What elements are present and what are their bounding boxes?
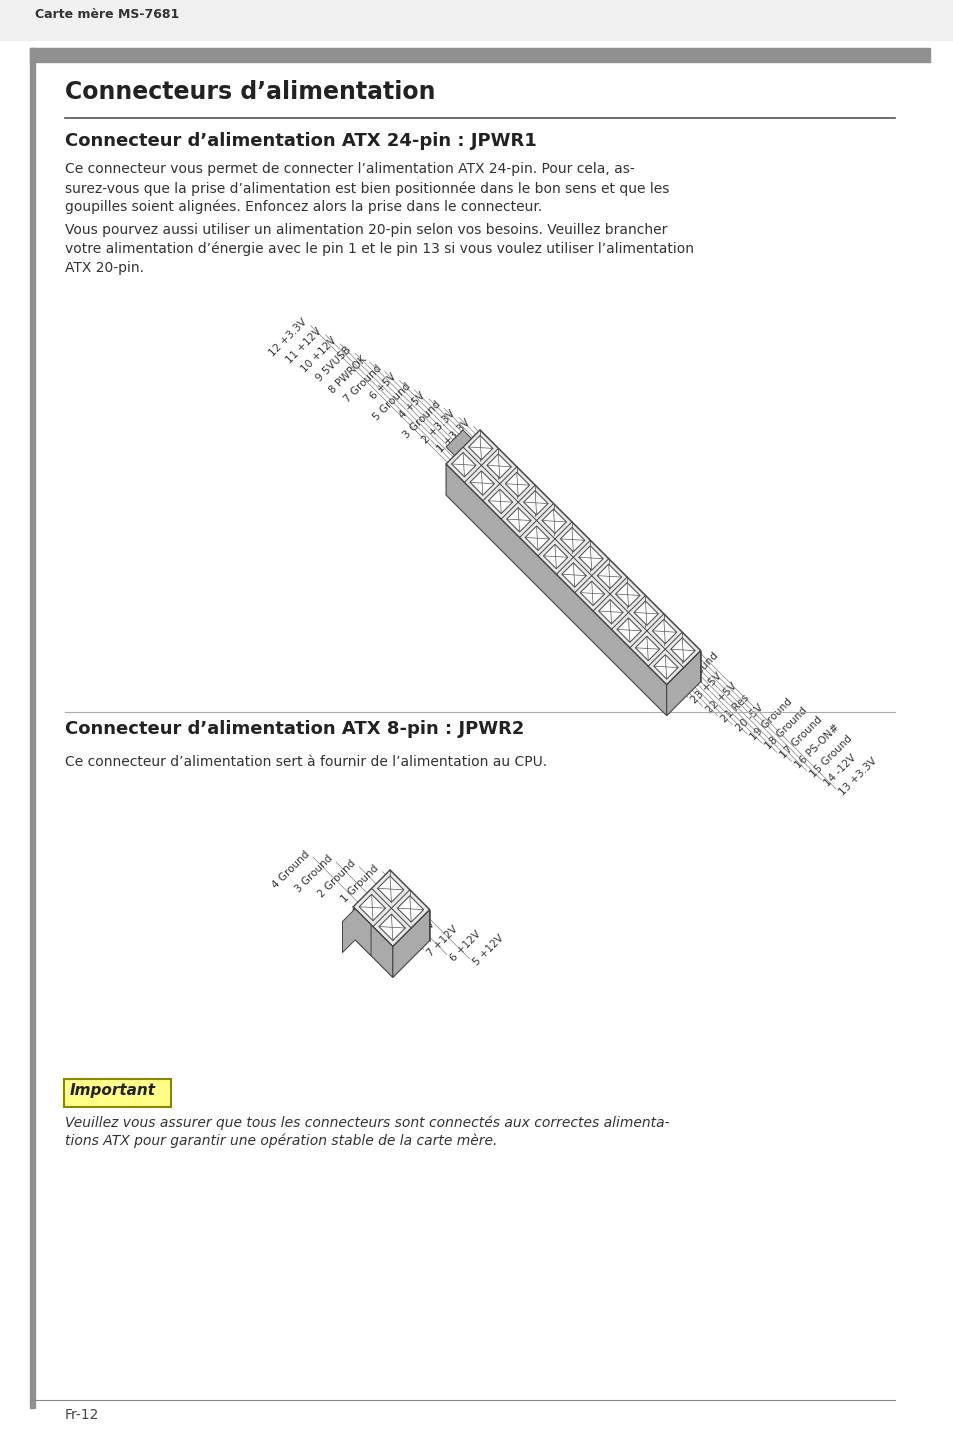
Polygon shape <box>377 876 403 902</box>
Polygon shape <box>653 654 678 679</box>
Polygon shape <box>597 564 621 589</box>
Polygon shape <box>486 454 511 478</box>
Polygon shape <box>378 914 405 941</box>
Polygon shape <box>523 491 547 516</box>
Text: 12 +3.3V: 12 +3.3V <box>267 316 309 358</box>
Polygon shape <box>451 453 476 477</box>
Text: 6 +12V: 6 +12V <box>448 928 482 962</box>
Text: tions ATX pour garantir une opération stable de la carte mère.: tions ATX pour garantir une opération st… <box>65 1134 497 1148</box>
Polygon shape <box>524 526 549 550</box>
Bar <box>0 0 953 40</box>
Polygon shape <box>666 650 700 716</box>
Bar <box>30 49 35 1408</box>
Text: 3 Ground: 3 Ground <box>401 400 442 441</box>
Text: 17 Ground: 17 Ground <box>778 715 823 760</box>
Polygon shape <box>390 871 429 941</box>
Text: 7 Ground: 7 Ground <box>341 362 383 404</box>
Polygon shape <box>541 508 566 533</box>
Text: 1 Ground: 1 Ground <box>339 863 380 905</box>
Text: 2 +3.3V: 2 +3.3V <box>420 408 456 445</box>
Text: 19 Ground: 19 Ground <box>748 696 794 743</box>
Text: Connecteurs d’alimentation: Connecteurs d’alimentation <box>65 80 435 105</box>
Text: 18 Ground: 18 Ground <box>762 706 809 752</box>
Text: 24 Ground: 24 Ground <box>674 650 720 697</box>
Text: 13 +3.3V: 13 +3.3V <box>837 756 879 798</box>
Text: 16 PS-ON#: 16 PS-ON# <box>792 722 841 770</box>
Polygon shape <box>358 895 385 921</box>
Polygon shape <box>468 435 493 460</box>
Text: Carte mère MS-7681: Carte mère MS-7681 <box>35 9 179 21</box>
Polygon shape <box>561 563 585 587</box>
Text: Ce connecteur d’alimentation sert à fournir de l’alimentation au CPU.: Ce connecteur d’alimentation sert à four… <box>65 755 547 769</box>
Text: 10 +12V: 10 +12V <box>299 335 338 375</box>
Text: goupilles soient alignées. Enfoncez alors la prise dans le connecteur.: goupilles soient alignées. Enfoncez alor… <box>65 200 541 215</box>
Text: 22 +5V: 22 +5V <box>703 680 738 715</box>
Text: 20 -5V: 20 -5V <box>733 702 764 733</box>
Text: 23 +5V: 23 +5V <box>689 672 723 706</box>
Polygon shape <box>397 896 423 922</box>
Polygon shape <box>634 601 658 626</box>
Polygon shape <box>479 430 700 682</box>
Text: surez-vous que la prise d’alimentation est bien positionnée dans le bon sens et : surez-vous que la prise d’alimentation e… <box>65 180 669 196</box>
Text: Ce connecteur vous permet de connecter l’alimentation ATX 24-pin. Pour cela, as-: Ce connecteur vous permet de connecter l… <box>65 162 634 176</box>
Polygon shape <box>506 507 531 531</box>
Polygon shape <box>652 620 676 644</box>
Polygon shape <box>342 909 371 955</box>
Text: votre alimentation d’énergie avec le pin 1 et le pin 13 si vous voulez utiliser : votre alimentation d’énergie avec le pin… <box>65 242 693 256</box>
Text: 9 5VUSB: 9 5VUSB <box>314 345 354 384</box>
Text: Important: Important <box>70 1083 156 1098</box>
Text: 2 Ground: 2 Ground <box>316 858 357 899</box>
Polygon shape <box>505 473 529 497</box>
Polygon shape <box>353 871 429 947</box>
Polygon shape <box>579 581 604 606</box>
Text: Vous pourvez aussi utiliser un alimentation 20-pin selon vos besoins. Veuillez b: Vous pourvez aussi utiliser un alimentat… <box>65 223 667 238</box>
Polygon shape <box>446 464 666 716</box>
Polygon shape <box>470 471 494 495</box>
Text: 6 +5V: 6 +5V <box>368 372 397 402</box>
Text: 4 Ground: 4 Ground <box>270 849 311 889</box>
Polygon shape <box>393 909 429 978</box>
Text: 8 +12V: 8 +12V <box>401 919 436 954</box>
FancyBboxPatch shape <box>64 1078 171 1107</box>
Text: 4 +5V: 4 +5V <box>397 391 427 420</box>
Text: 7 +12V: 7 +12V <box>425 924 459 958</box>
Polygon shape <box>670 637 695 662</box>
Bar <box>30 49 929 62</box>
Polygon shape <box>617 619 640 643</box>
Text: 8 PWROK: 8 PWROK <box>327 354 368 395</box>
Polygon shape <box>615 583 639 607</box>
Text: 1 +3.3V: 1 +3.3V <box>435 418 472 455</box>
Text: Fr-12: Fr-12 <box>65 1408 99 1422</box>
Polygon shape <box>559 527 584 551</box>
Text: 14 -12V: 14 -12V <box>822 753 858 789</box>
Text: 11 +12V: 11 +12V <box>284 326 323 365</box>
Polygon shape <box>446 430 471 455</box>
Text: Veuillez vous assurer que tous les connecteurs sont connectés aux correctes alim: Veuillez vous assurer que tous les conne… <box>65 1116 669 1130</box>
Text: 3 Ground: 3 Ground <box>293 853 335 895</box>
Text: 15 Ground: 15 Ground <box>807 733 853 779</box>
Polygon shape <box>543 544 567 569</box>
Text: Connecteur d’alimentation ATX 8-pin : JPWR2: Connecteur d’alimentation ATX 8-pin : JP… <box>65 720 524 737</box>
Text: 5 +12V: 5 +12V <box>471 934 505 968</box>
Polygon shape <box>446 430 700 684</box>
Polygon shape <box>578 546 602 570</box>
Polygon shape <box>488 490 512 514</box>
Text: 21 Res: 21 Res <box>719 693 750 725</box>
Polygon shape <box>353 906 393 978</box>
Text: Connecteur d’alimentation ATX 24-pin : JPWR1: Connecteur d’alimentation ATX 24-pin : J… <box>65 132 537 150</box>
Text: ATX 20-pin.: ATX 20-pin. <box>65 261 144 275</box>
Polygon shape <box>635 636 659 660</box>
Polygon shape <box>598 600 622 624</box>
Text: 5 Ground: 5 Ground <box>371 381 413 422</box>
